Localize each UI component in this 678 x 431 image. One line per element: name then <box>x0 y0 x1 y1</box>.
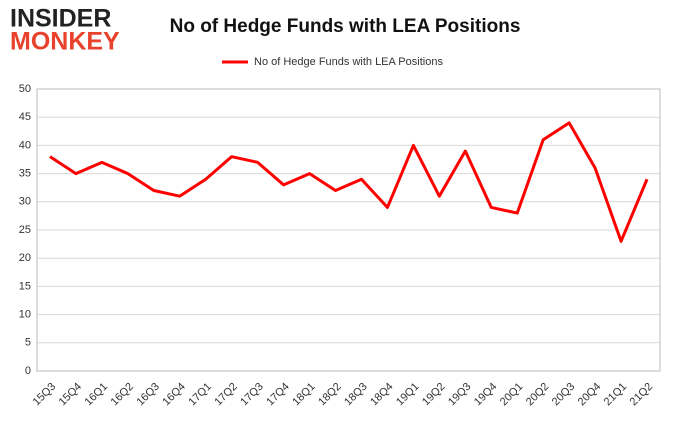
y-tick-label: 25 <box>19 224 31 236</box>
x-tick-label: 18Q1 <box>290 381 318 409</box>
y-tick-label: 40 <box>19 139 31 151</box>
logo-bottom: MONKEY <box>10 28 120 56</box>
plot-border <box>36 88 661 372</box>
x-tick-label: 21Q1 <box>602 381 630 409</box>
x-tick-label: 20Q1 <box>498 381 526 409</box>
x-tick-label: 15Q3 <box>31 381 59 409</box>
x-tick-label: 20Q4 <box>576 381 604 409</box>
y-tick-label: 5 <box>25 337 31 349</box>
x-tick-label: 19Q3 <box>446 381 474 409</box>
x-tick-label: 18Q3 <box>342 381 370 409</box>
x-tick-label: 16Q1 <box>83 381 111 409</box>
x-tick-label: 16Q4 <box>160 381 188 409</box>
y-tick-label: 10 <box>19 309 31 321</box>
x-tick-label: 16Q3 <box>134 381 162 409</box>
x-tick-label: 18Q4 <box>368 381 396 409</box>
x-tick-label: 20Q2 <box>524 381 552 409</box>
x-tick-label: 19Q4 <box>472 381 500 409</box>
line-series <box>49 121 649 243</box>
x-tick-label: 20Q3 <box>550 381 578 409</box>
x-tick-label: 17Q2 <box>212 381 240 409</box>
y-tick-label: 20 <box>19 252 31 264</box>
y-tick-label: 15 <box>19 280 31 292</box>
x-tick-label: 15Q4 <box>57 381 85 409</box>
legend-label: No of Hedge Funds with LEA Positions <box>254 56 443 68</box>
x-tick-label: 16Q2 <box>109 381 137 409</box>
x-tick-label: 17Q4 <box>264 381 292 409</box>
chart-title: No of Hedge Funds with LEA Positions <box>170 16 521 37</box>
x-tick-label: 18Q2 <box>316 381 344 409</box>
x-tick-label: 19Q1 <box>394 381 422 409</box>
y-tick-label: 50 <box>19 83 31 95</box>
logo-top: INSIDER <box>10 5 111 33</box>
y-tick-label: 30 <box>19 196 31 208</box>
x-tick-label: 17Q3 <box>238 381 266 409</box>
y-tick-label: 45 <box>19 111 31 123</box>
y-tick-label: 0 <box>25 365 31 377</box>
y-tick-label: 35 <box>19 168 31 180</box>
x-tick-label: 21Q2 <box>628 381 656 409</box>
x-tick-label: 19Q2 <box>420 381 448 409</box>
x-tick-label: 17Q1 <box>186 381 214 409</box>
